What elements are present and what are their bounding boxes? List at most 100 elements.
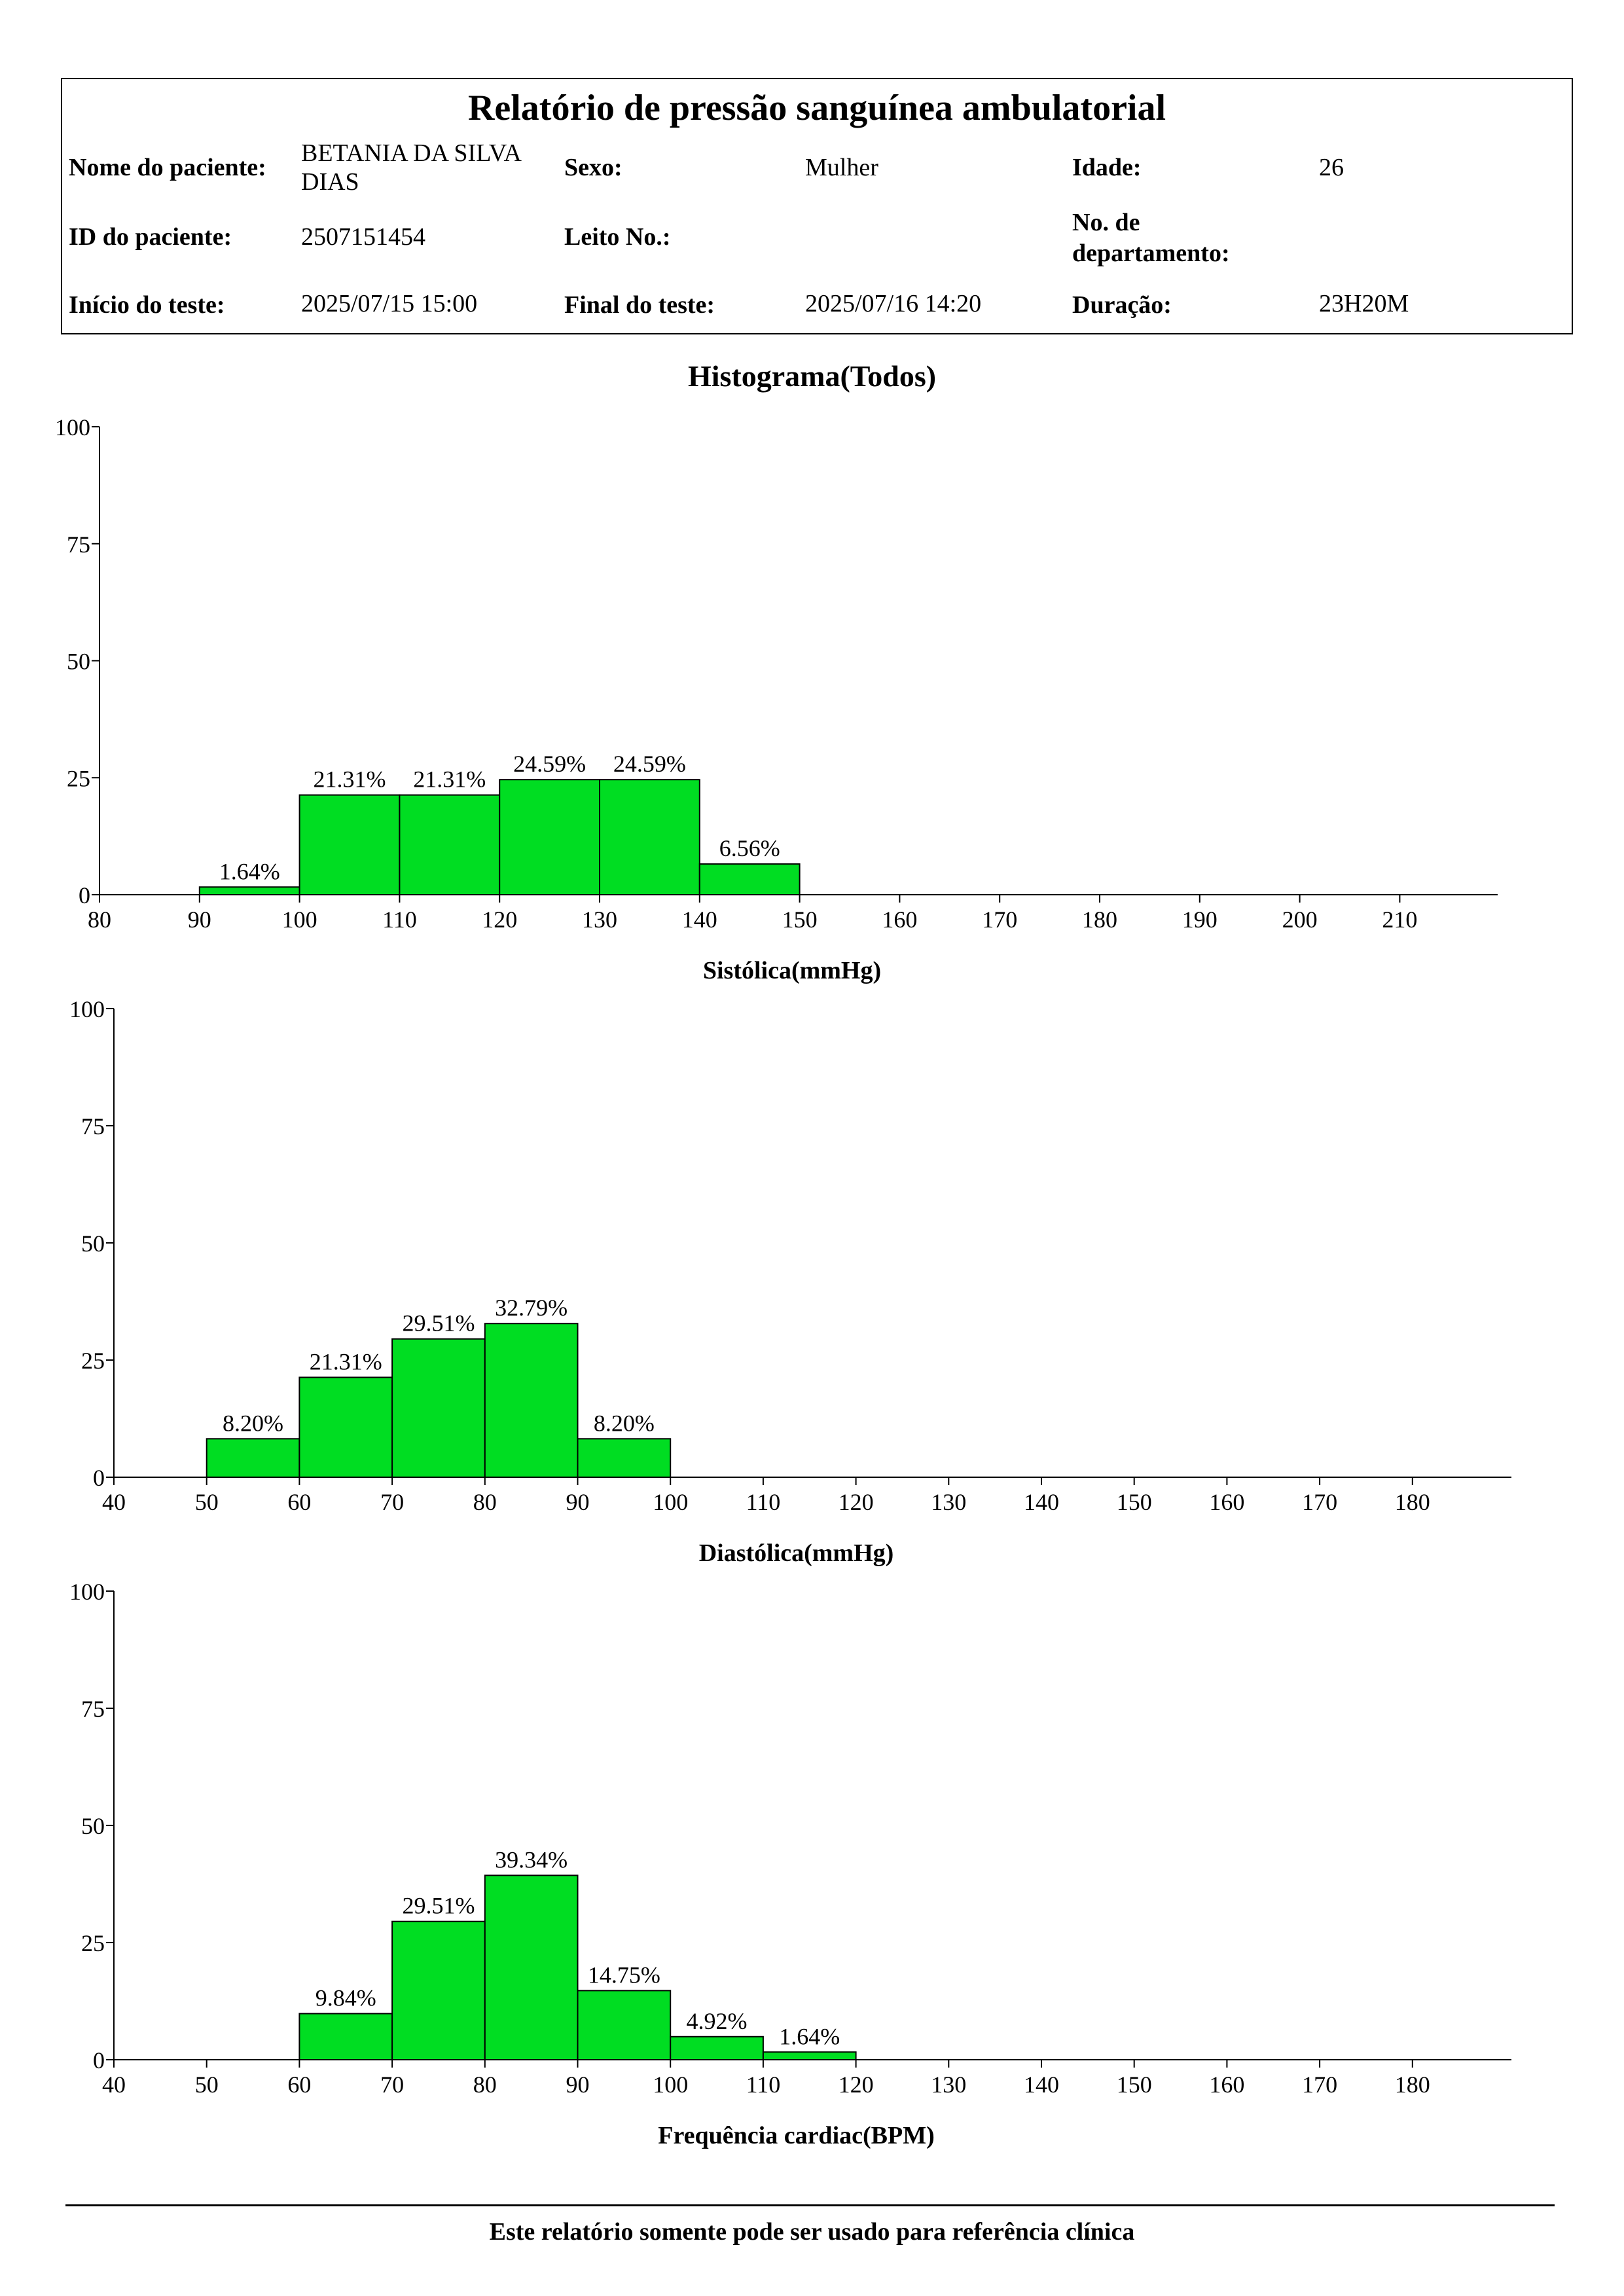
bar-value-label: 14.75% (588, 1962, 660, 1988)
age-label: Idade: (1072, 154, 1142, 181)
x-tick-label: 100 (282, 906, 317, 933)
y-tick-label: 25 (81, 1930, 105, 1956)
x-axis-title: Sistólica(mmHg) (703, 957, 881, 984)
x-tick-label: 130 (931, 2072, 966, 2098)
bar-value-label: 21.31% (310, 1348, 382, 1374)
x-tick-label: 90 (188, 906, 211, 933)
y-tick-label: 25 (67, 765, 90, 791)
x-tick-label: 150 (782, 906, 818, 933)
bar-value-label: 39.34% (495, 1846, 568, 1873)
bar-value-label: 8.20% (223, 1410, 283, 1436)
x-tick-label: 190 (1182, 906, 1218, 933)
x-tick-label: 160 (1209, 1489, 1244, 1515)
y-tick-label: 75 (81, 1113, 105, 1139)
age-value: 26 (1319, 154, 1344, 181)
histogram-bar (762, 2051, 857, 2060)
y-tick-label: 75 (67, 531, 90, 558)
y-tick-label: 100 (55, 414, 90, 440)
x-tick-label: 110 (382, 906, 417, 933)
bar-value-label: 1.64% (779, 2023, 840, 2049)
bar-value-label: 1.64% (219, 858, 280, 884)
diastolic-histogram: 0 25 50 75 100 40 50 60 70 80 90 100 110 120 130 140 150… (69, 996, 1511, 1567)
x-tick-label: 90 (566, 1489, 590, 1515)
bar-value-label: 24.59% (613, 751, 686, 777)
patient-info-box: Relatório de pressão sanguínea ambulator… (61, 78, 1573, 334)
footer-note: Este relatório somente pode ser usado pa… (489, 2218, 1135, 2246)
histogram-bar (577, 1990, 672, 2060)
x-tick-label: 140 (1024, 2072, 1059, 2098)
histogram-bar (599, 779, 700, 896)
x-tick-label: 180 (1082, 906, 1117, 933)
sex-label: Sexo: (564, 154, 623, 181)
x-tick-label: 140 (1024, 1489, 1059, 1515)
histogram-bar (670, 2036, 764, 2060)
bar-value-label: 24.59% (513, 751, 586, 777)
patient-id-label: ID do paciente: (69, 223, 232, 251)
footer-divider (65, 2204, 1555, 2206)
histogram-bar (298, 2013, 393, 2061)
x-tick-label: 150 (1117, 2072, 1152, 2098)
bar-value-label: 9.84% (316, 1985, 376, 2011)
histogram-bar (484, 1323, 579, 1479)
bar-value-label: 29.51% (402, 1310, 475, 1336)
x-tick-label: 140 (682, 906, 717, 933)
y-tick-label: 50 (81, 1813, 105, 1839)
x-tick-label: 60 (287, 2072, 311, 2098)
x-tick-label: 120 (482, 906, 517, 933)
x-axis-title: Diastólica(mmHg) (699, 1539, 894, 1567)
x-tick-label: 160 (882, 906, 917, 933)
histogram-bar (206, 1438, 300, 1479)
histogram-bar (298, 1376, 393, 1479)
patient-name-line2: DIAS (301, 168, 359, 196)
histogram-bar (484, 1874, 579, 2061)
x-tick-label: 40 (102, 1489, 126, 1515)
duration-label: Duração: (1072, 291, 1172, 319)
histogram-bar (399, 794, 501, 896)
patient-name-label: Nome do paciente: (69, 154, 266, 181)
duration-value: 23H20M (1319, 290, 1409, 317)
x-tick-label: 100 (653, 1489, 688, 1515)
bar-value-label: 21.31% (314, 766, 386, 793)
y-tick-label: 100 (69, 1579, 105, 1605)
x-tick-label: 120 (839, 1489, 874, 1515)
x-tick-label: 70 (380, 1489, 404, 1515)
histogram-bar (577, 1438, 672, 1479)
x-tick-label: 60 (287, 1489, 311, 1515)
y-tick-label: 100 (69, 996, 105, 1022)
x-tick-label: 170 (1302, 1489, 1337, 1515)
end-value: 2025/07/16 14:20 (805, 290, 982, 317)
x-tick-label: 130 (931, 1489, 966, 1515)
x-axis-title: Frequência cardiac(BPM) (658, 2122, 934, 2149)
bar-value-label: 8.20% (594, 1410, 655, 1436)
x-tick-label: 170 (1302, 2072, 1337, 2098)
y-tick-label: 75 (81, 1696, 105, 1722)
histogram-bar (391, 1920, 486, 2061)
y-tick-label: 0 (93, 2047, 105, 2073)
x-tick-label: 150 (1117, 1489, 1152, 1515)
start-value: 2025/07/15 15:00 (301, 290, 478, 317)
x-tick-label: 130 (582, 906, 617, 933)
patient-name-line1: BETANIA DA SILVA (301, 139, 522, 167)
x-tick-label: 170 (982, 906, 1017, 933)
x-tick-label: 50 (195, 1489, 219, 1515)
bar-value-label: 4.92% (687, 2008, 748, 2034)
histogram-bar (499, 779, 601, 896)
y-tick-label: 0 (79, 882, 90, 908)
x-tick-label: 90 (566, 2072, 590, 2098)
x-tick-label: 210 (1382, 906, 1417, 933)
x-tick-label: 110 (746, 2072, 781, 2098)
x-tick-label: 70 (380, 2072, 404, 2098)
x-tick-label: 180 (1395, 1489, 1430, 1515)
histogram-bar (698, 863, 801, 895)
start-label: Início do teste: (69, 291, 225, 319)
y-tick-label: 50 (67, 649, 90, 675)
bar-value-label: 21.31% (413, 766, 486, 793)
histogram-bar (391, 1338, 486, 1478)
x-tick-label: 40 (102, 2072, 126, 2098)
patient-id-value: 2507151454 (301, 223, 425, 251)
systolic-histogram: 0 25 50 75 100 80 90 100 110 120 130 140 150 160 170 18… (55, 414, 1498, 984)
y-tick-label: 25 (81, 1348, 105, 1374)
bar-value-label: 6.56% (719, 835, 780, 861)
bar-value-label: 32.79% (495, 1295, 568, 1321)
x-tick-label: 200 (1282, 906, 1318, 933)
